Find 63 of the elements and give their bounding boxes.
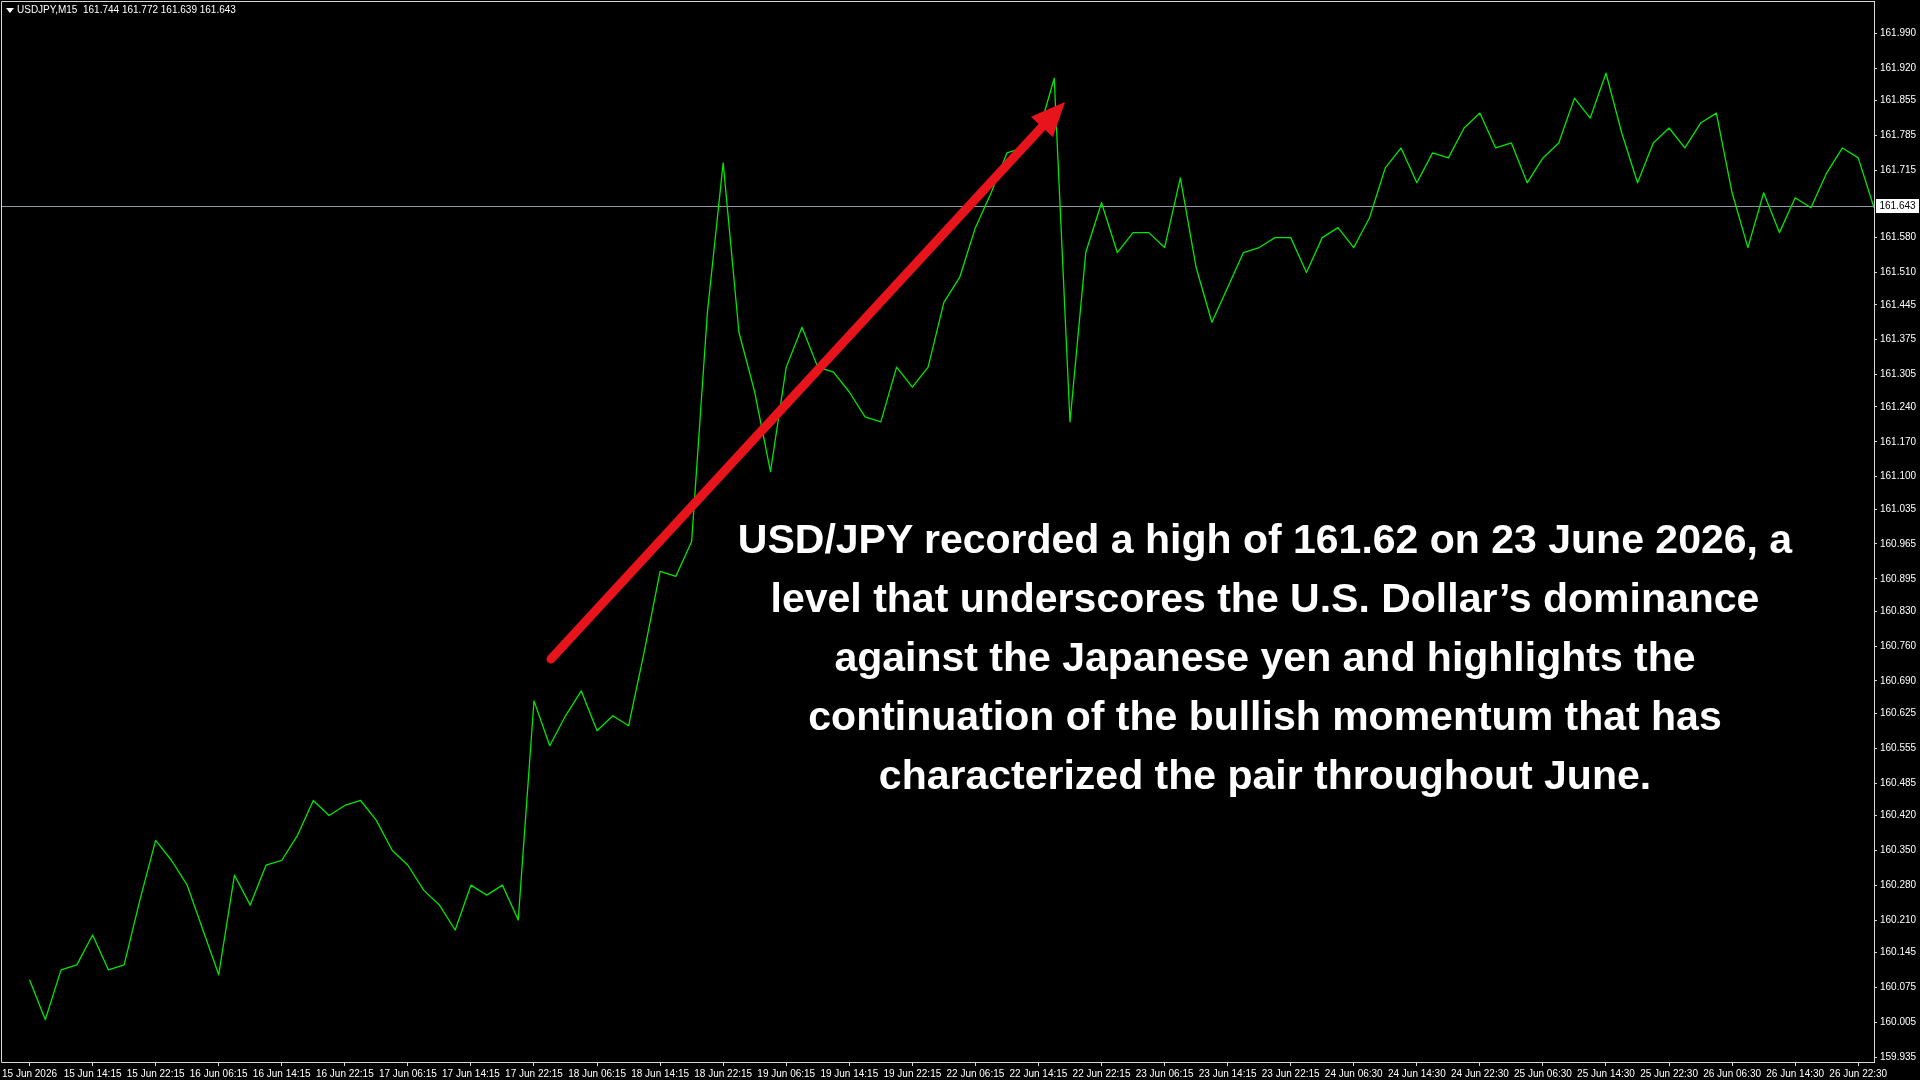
x-tick-label: 23 Jun 14:15 (1198, 1067, 1257, 1079)
x-tick-label: 19 Jun 14:15 (820, 1067, 879, 1079)
y-tick-label: 160.280 (1880, 878, 1917, 890)
x-tick-label: 15 Jun 14:15 (63, 1067, 122, 1079)
y-tick-label: 160.145 (1880, 946, 1917, 958)
y-tick-label: 161.035 (1880, 502, 1917, 514)
y-tick-label: 160.420 (1880, 809, 1917, 821)
x-tick-label: 24 Jun 06:30 (1324, 1067, 1384, 1079)
y-tick-label: 159.935 (1880, 1050, 1917, 1062)
y-tick-label: 161.305 (1880, 368, 1917, 380)
y-tick-label: 160.625 (1880, 707, 1917, 719)
y-tick-label: 161.920 (1880, 62, 1917, 73)
x-tick-label: 25 Jun 14:30 (1577, 1067, 1636, 1079)
x-tick-label: 17 Jun 14:15 (442, 1067, 501, 1079)
x-tick-label: 24 Jun 22:30 (1450, 1067, 1510, 1079)
y-tick-label: 160.005 (1880, 1015, 1917, 1027)
y-tick-label: 160.965 (1880, 537, 1917, 549)
x-tick-label: 18 Jun 22:15 (694, 1067, 753, 1079)
y-tick-label: 161.170 (1880, 435, 1917, 447)
x-tick-label: 16 Jun 22:15 (315, 1067, 375, 1079)
x-tick-label: 15 Jun 22:15 (126, 1067, 185, 1079)
x-tick-label: 22 Jun 14:15 (1009, 1067, 1068, 1079)
y-tick-label: 161.855 (1880, 94, 1917, 106)
y-tick-label: 161.990 (1880, 27, 1917, 39)
y-tick-label: 160.485 (1880, 776, 1917, 788)
y-tick-label: 160.830 (1880, 604, 1917, 616)
x-tick-label: 22 Jun 22:15 (1072, 1067, 1131, 1079)
annotation: USD/JPY recorded a high of 161.62 on 23 June 2026, a level that underscores the U.S. Dollar’s dominance against the Japanese yen and highlights the continuation of the bullish momentum that has characterized the pair throughout June. (736, 515, 1794, 800)
y-tick-label: 160.760 (1880, 639, 1917, 651)
x-tick-label: 17 Jun 22:15 (505, 1067, 564, 1079)
x-tick-label: 18 Jun 06:15 (568, 1067, 627, 1079)
y-tick-label: 161.580 (1880, 231, 1917, 243)
x-tick-label: 25 Jun 06:30 (1514, 1067, 1573, 1079)
x-tick-label: 19 Jun 22:15 (883, 1067, 942, 1079)
y-tick-label: 161.375 (1880, 333, 1917, 345)
y-tick-label: 161.445 (1880, 298, 1917, 310)
x-tick-label: 16 Jun 14:15 (252, 1067, 312, 1079)
x-tick-label: 26 Jun 14:30 (1766, 1067, 1825, 1079)
y-tick-label: 160.350 (1880, 844, 1917, 856)
y-tick-label: 160.555 (1880, 741, 1917, 753)
x-tick-label: 22 Jun 06:15 (946, 1067, 1005, 1079)
y-tick-label: 160.210 (1880, 913, 1917, 925)
x-tick-label: 25 Jun 22:30 (1640, 1067, 1699, 1079)
x-tick-label: 24 Jun 14:30 (1387, 1067, 1447, 1079)
x-tick-label: 17 Jun 06:15 (378, 1067, 438, 1079)
x-tick-label: 23 Jun 22:15 (1261, 1067, 1321, 1079)
x-tick-label: 19 Jun 06:15 (757, 1067, 816, 1079)
y-tick-label: 160.895 (1880, 572, 1917, 584)
y-tick-label: 161.240 (1880, 400, 1917, 412)
x-tick-label: 23 Jun 06:15 (1135, 1067, 1194, 1079)
x-tick-label: 26 Jun 22:30 (1829, 1067, 1888, 1079)
y-tick-label: 161.100 (1880, 470, 1917, 482)
x-tick-label: 26 Jun 06:30 (1703, 1067, 1762, 1079)
x-tick-label: 15 Jun 2026 (1, 1067, 58, 1079)
y-tick-label: 161.785 (1880, 129, 1917, 141)
y-tick-label: 160.075 (1880, 981, 1917, 993)
y-tick-label: 161.715 (1880, 164, 1917, 176)
y-tick-label: 160.690 (1880, 674, 1917, 686)
chart-title: USDJPY,M15 161.744 161.772 161.639 161.643 (17, 4, 236, 16)
x-tick-label: 16 Jun 06:15 (189, 1067, 249, 1079)
x-tick-label: 18 Jun 14:15 (631, 1067, 690, 1079)
y-tick-label: 161.510 (1880, 266, 1917, 278)
ref-line-label: 161.643 (1879, 200, 1917, 212)
